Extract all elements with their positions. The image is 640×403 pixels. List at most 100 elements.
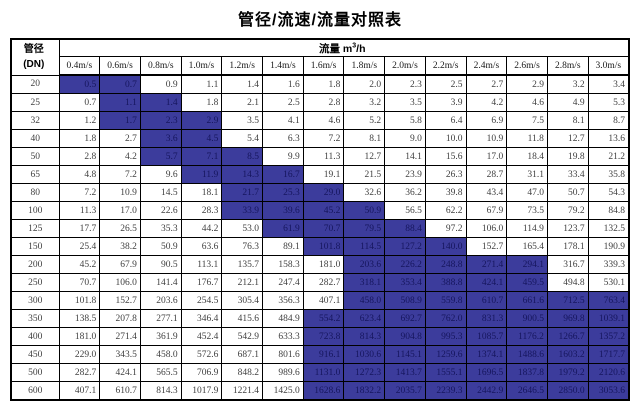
flow-value-cell: 35.3 [139, 219, 182, 238]
dn-cell: 450 [10, 345, 60, 364]
flow-value-cell: 1837.8 [506, 363, 548, 382]
flow-value-cell: 1.8 [58, 129, 101, 148]
flow-value-cell: 706.9 [180, 363, 223, 382]
flow-value-cell: 50.9 [343, 201, 386, 220]
flow-value-cell: 17.0 [99, 201, 141, 220]
flow-value-cell: 61.9 [262, 219, 304, 238]
dn-cell: 400 [10, 327, 60, 346]
flow-value-cell: 2.0 [343, 74, 386, 94]
velocity-header-cell: 1.6m/s [302, 56, 345, 76]
flow-value-cell: 5.2 [343, 111, 386, 130]
flow-value-cell: 28.3 [180, 201, 223, 220]
flow-value-cell: 318.1 [343, 273, 386, 292]
flow-value-cell: 8.1 [343, 129, 386, 148]
flow-value-cell: 1628.6 [302, 381, 345, 401]
flow-value-cell: 7.2 [302, 129, 345, 148]
flow-value-cell: 9.9 [262, 147, 304, 166]
flow-value-cell: 1.1 [99, 93, 141, 112]
flow-value-cell: 316.7 [546, 255, 589, 274]
flow-value-cell: 28.7 [465, 165, 508, 184]
flow-value-cell: 22.6 [139, 201, 182, 220]
flow-value-cell: 3.2 [546, 74, 589, 94]
flow-value-cell: 45.2 [302, 201, 345, 220]
flow-value-cell: 2.8 [58, 147, 101, 166]
table-row: 350 138.5 207.8 277.1 346.4 415.6 484.9 554.2 62… [10, 309, 630, 328]
flow-value-cell: 21.2 [587, 147, 630, 166]
flow-value-cell: 47.0 [506, 183, 548, 202]
flow-value-cell: 5.4 [221, 129, 264, 148]
flow-value-cell: 9.6 [139, 165, 182, 184]
flow-value-cell: 305.4 [221, 291, 264, 310]
flow-value-cell: 25.4 [58, 237, 101, 256]
flow-value-cell: 16.7 [262, 165, 304, 184]
dn-cell: 25 [10, 93, 60, 112]
table-row: 150 25.4 38.2 50.9 63.6 76.3 89.1 101.8 114.5 127… [10, 237, 630, 256]
flow-value-cell: 13.6 [587, 129, 630, 148]
flow-value-cell: 1357.2 [587, 327, 630, 346]
flow-value-cell: 11.8 [506, 129, 548, 148]
flow-value-cell: 181.0 [302, 255, 345, 274]
flow-value-cell: 3.5 [384, 93, 426, 112]
flow-value-cell: 54.3 [587, 183, 630, 202]
dn-cell: 100 [10, 201, 60, 220]
dn-cell: 20 [10, 74, 60, 94]
flow-value-cell: 67.9 [465, 201, 508, 220]
flow-value-cell: 1266.7 [546, 327, 589, 346]
flow-value-cell: 9.0 [384, 129, 426, 148]
velocity-header-row: 0.4m/s 0.6m/s 0.8m/s 1.0m/s 1.2m/s 1.4m/s 1.6m… [11, 56, 630, 76]
flow-value-cell: 18.4 [506, 147, 548, 166]
flow-value-cell: 4.9 [546, 93, 589, 112]
flow-value-cell: 63.6 [180, 237, 223, 256]
flow-value-cell: 8.7 [587, 111, 630, 130]
flow-value-cell: 12.7 [343, 147, 386, 166]
flow-value-cell: 12.7 [546, 129, 589, 148]
flow-value-cell: 10.9 [99, 183, 141, 202]
flow-table-body: 20 0.5 0.7 0.9 1.1 1.4 1.6 1.8 2.0 2.3 2.5 2.7 2.9 3.… [10, 74, 630, 401]
flow-value-cell: 424.1 [465, 273, 508, 292]
flow-value-cell: 415.6 [221, 309, 264, 328]
flow-value-cell: 2442.9 [465, 381, 508, 401]
flow-value-cell: 84.8 [587, 201, 630, 220]
flow-value-cell: 339.3 [587, 255, 630, 274]
flow-value-cell: 1030.6 [343, 345, 386, 364]
table-row: 25 0.7 1.1 1.4 1.8 2.1 2.5 2.8 3.2 3.5 3.9 4.2 4.6 4.… [10, 93, 630, 112]
flow-value-cell: 33.4 [546, 165, 589, 184]
flow-value-cell: 101.8 [302, 237, 345, 256]
flow-value-cell: 1.7 [99, 111, 141, 130]
flow-value-cell: 4.8 [58, 165, 101, 184]
flow-value-cell: 7.1 [180, 147, 223, 166]
flow-value-cell: 114.5 [343, 237, 386, 256]
flow-value-cell: 1131.0 [302, 363, 345, 382]
flow-value-cell: 2.5 [424, 74, 467, 94]
flow-value-cell: 152.7 [99, 291, 141, 310]
flow-value-cell: 4.2 [99, 147, 141, 166]
flow-value-cell: 14.5 [139, 183, 182, 202]
flow-value-cell: 29.0 [302, 183, 345, 202]
flow-value-cell: 25.3 [262, 183, 304, 202]
flow-value-cell: 1555.1 [424, 363, 467, 382]
flow-value-cell: 1979.2 [546, 363, 589, 382]
flow-value-cell: 248.8 [424, 255, 467, 274]
flow-value-cell: 26.5 [99, 219, 141, 238]
flow-value-cell: 661.6 [506, 291, 548, 310]
dn-cell: 250 [10, 273, 60, 292]
table-row: 50 2.8 4.2 5.7 7.1 8.5 9.9 11.3 12.7 14.1 15.6 17.0… [10, 147, 630, 166]
flow-value-cell: 692.7 [384, 309, 426, 328]
flow-value-cell: 11.9 [180, 165, 223, 184]
dn-cell: 150 [10, 237, 60, 256]
flow-value-cell: 530.1 [587, 273, 630, 292]
flow-value-cell: 1.2 [58, 111, 101, 130]
flow-value-cell: 79.2 [546, 201, 589, 220]
table-row: 80 7.2 10.9 14.5 18.1 21.7 25.3 29.0 32.6 36.2 39.… [10, 183, 630, 202]
flow-value-cell: 229.0 [58, 345, 101, 364]
velocity-header-cell: 2.4m/s [465, 56, 508, 76]
flow-value-cell: 247.4 [262, 273, 304, 292]
flow-value-cell: 1176.2 [506, 327, 548, 346]
flow-value-cell: 207.8 [99, 309, 141, 328]
flow-value-cell: 814.3 [139, 381, 182, 401]
flow-value-cell: 4.6 [302, 111, 345, 130]
flow-value-cell: 158.3 [262, 255, 304, 274]
dn-cell: 40 [10, 129, 60, 148]
flow-value-cell: 50.9 [139, 237, 182, 256]
flow-value-cell: 226.2 [384, 255, 426, 274]
